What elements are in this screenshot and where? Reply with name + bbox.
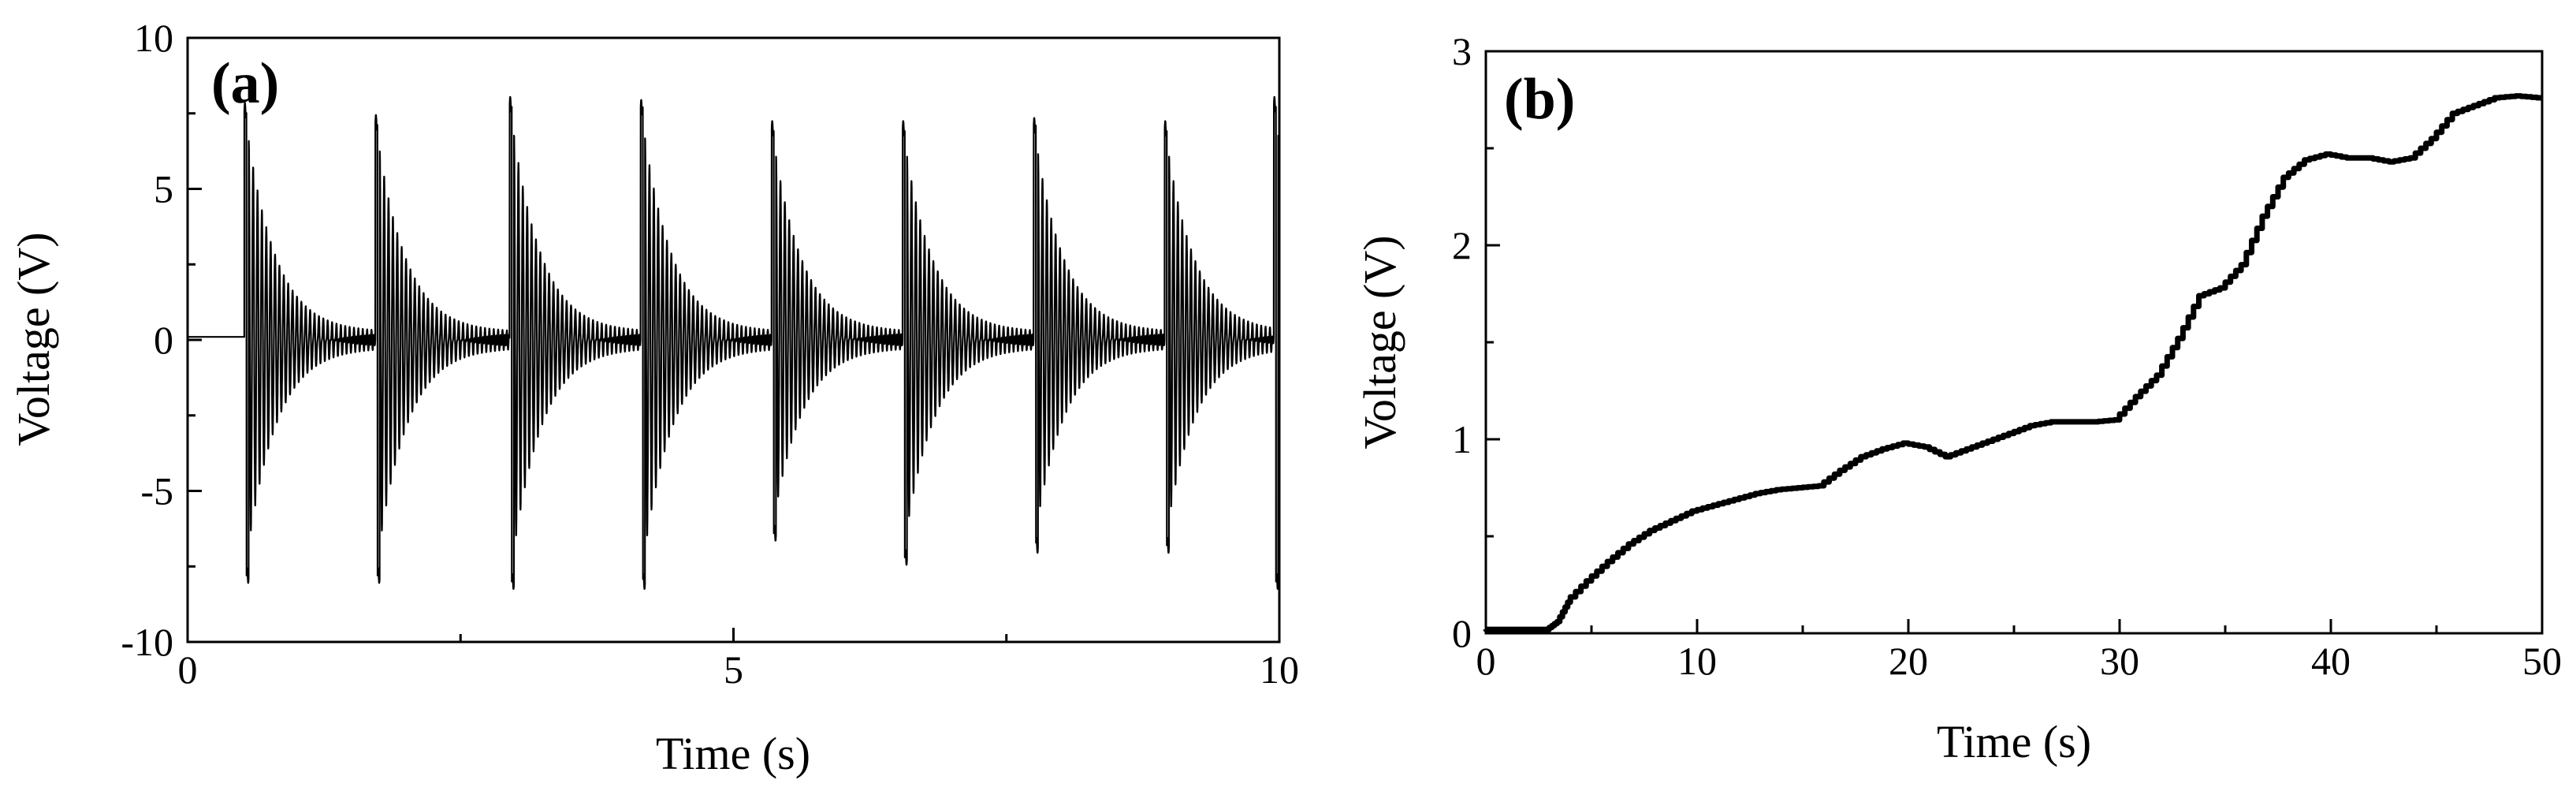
- y-tick-label-a: 0: [154, 318, 173, 362]
- x-tick-label-b: 40: [2311, 639, 2351, 683]
- y-tick-label-a: -5: [140, 469, 173, 513]
- x-tick-label-b: 10: [1677, 639, 1717, 683]
- x-tick-label-b: 50: [2522, 639, 2562, 683]
- ticks-a: 0 5 10 10 5 0 -5 -10: [121, 16, 1299, 692]
- y-tick-label-b: 0: [1452, 611, 1472, 655]
- x-axis-title-b: Time (s): [1937, 716, 2091, 767]
- ticks-b: 0 10 20 30 40 50 0 1 2 3: [1452, 29, 2562, 683]
- y-tick-label-b: 2: [1452, 223, 1472, 267]
- x-axis-title-a: Time (s): [656, 728, 810, 779]
- y-axis-title-b: Voltage (V): [1354, 235, 1405, 449]
- x-tick-label-b: 30: [2100, 639, 2139, 683]
- y-tick-label-b: 3: [1452, 29, 1472, 73]
- y-tick-label-b: 1: [1452, 417, 1472, 461]
- y-tick-label-a: 5: [154, 167, 173, 211]
- x-tick-label-b: 20: [1889, 639, 1928, 683]
- y-tick-label-a: -10: [121, 620, 173, 664]
- plot-frame-b: [1484, 50, 2544, 635]
- x-tick-label-a: 5: [724, 647, 743, 692]
- series-line-a: [187, 95, 1281, 590]
- panel-label-b: (b): [1504, 67, 1575, 132]
- x-tick-label-b: 0: [1476, 639, 1496, 683]
- series-line-b: [1483, 93, 2542, 632]
- y-axis-title-a: Voltage (V): [8, 232, 59, 446]
- panel-b: (b) Time (s) Voltage (V) 0 10 20 30 40 50 0 1 2 3: [1354, 29, 2562, 767]
- x-tick-label-a: 0: [178, 647, 198, 692]
- y-tick-label-a: 10: [134, 16, 173, 60]
- x-tick-label-a: 10: [1260, 647, 1299, 692]
